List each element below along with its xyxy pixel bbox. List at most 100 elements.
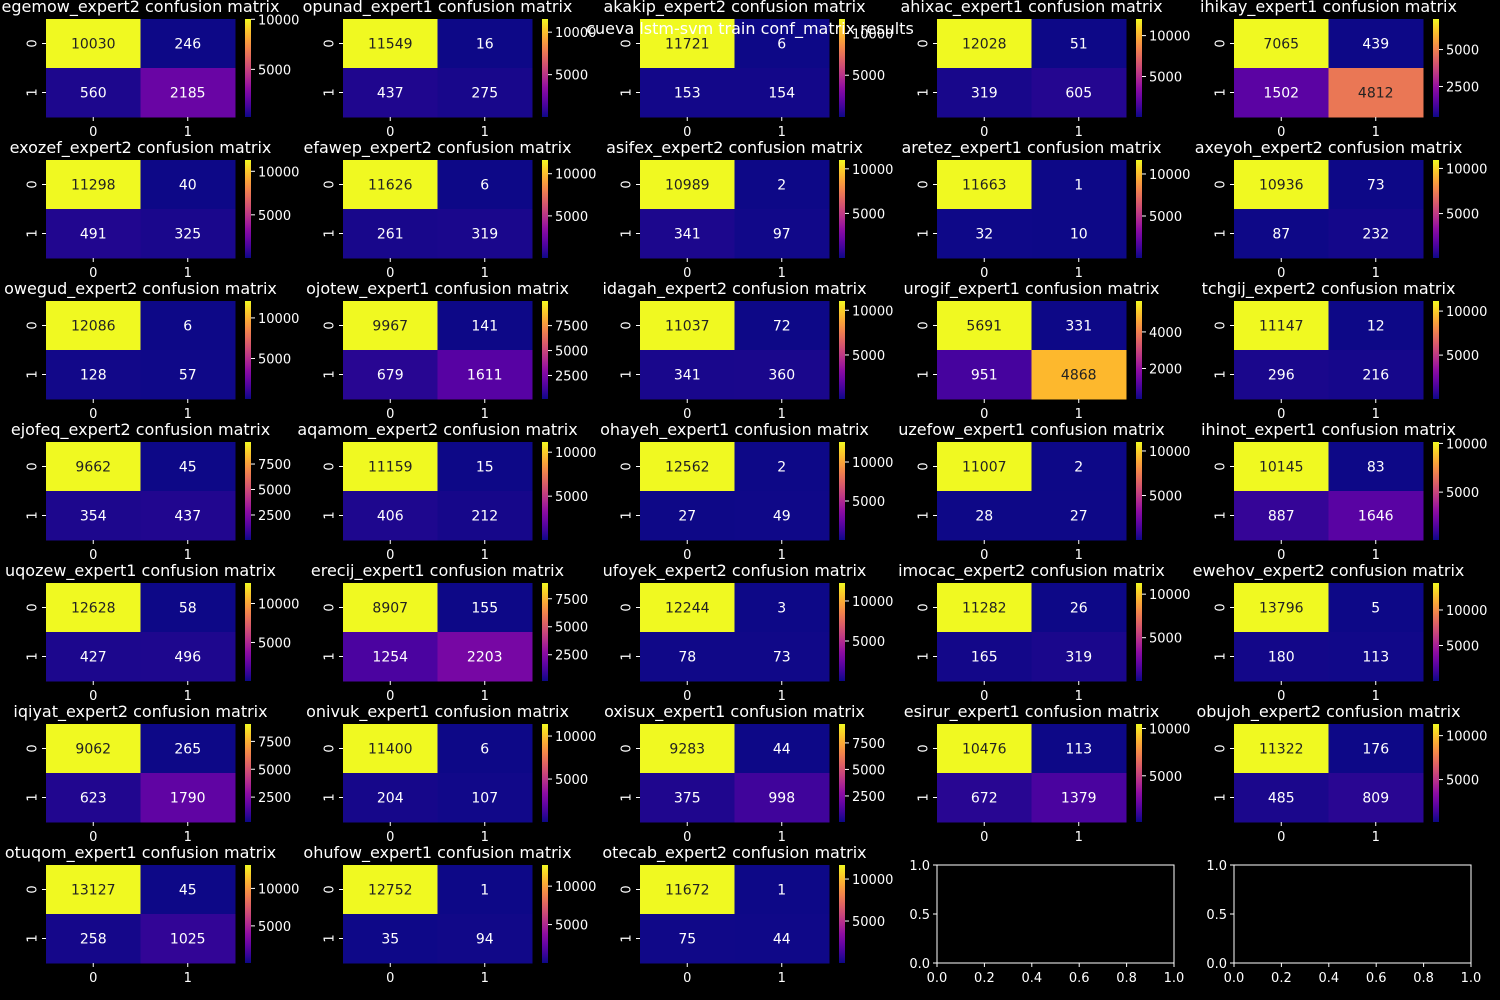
heatmap-cell bbox=[734, 583, 830, 633]
colorbar bbox=[542, 583, 548, 681]
heatmap-cell bbox=[437, 632, 533, 682]
x-tick-label: 1.0 bbox=[1461, 971, 1482, 986]
cell-value: 11037 bbox=[665, 319, 710, 335]
heatmap-cell bbox=[1031, 773, 1127, 823]
empty-axes: 0.0 0.2 0.4 0.6 0.8 1.0 0.0 0.5 1.0 bbox=[1206, 859, 1481, 986]
colorbar-tick-label: 7500 bbox=[852, 737, 885, 752]
heatmap-cell bbox=[1031, 19, 1127, 69]
y-tick-label: 1 bbox=[1214, 652, 1229, 660]
heatmap-cell bbox=[1234, 632, 1329, 682]
cell-value: 296 bbox=[1268, 368, 1295, 384]
y-tick-label: 1 bbox=[323, 934, 338, 942]
colorbar bbox=[245, 583, 251, 681]
x-tick-label: 0 bbox=[683, 689, 691, 704]
x-tick-label: 0 bbox=[89, 548, 97, 563]
heatmap-cell bbox=[1328, 350, 1424, 400]
y-tick-label: 0 bbox=[620, 180, 635, 188]
x-tick-label: 1 bbox=[778, 125, 786, 140]
colorbar-tick-label: 5000 bbox=[852, 915, 885, 930]
colorbar-tick-label: 2000 bbox=[1149, 362, 1182, 377]
cell-value: 216 bbox=[1362, 368, 1389, 384]
heatmap-cell bbox=[1328, 491, 1424, 541]
panel-title: onivuk_expert1 confusion matrix bbox=[306, 702, 569, 722]
cell-value: 1790 bbox=[170, 791, 206, 807]
panel-title: tchgij_expert2 confusion matrix bbox=[1202, 279, 1456, 299]
colorbar bbox=[245, 724, 251, 822]
cell-value: 319 bbox=[971, 86, 998, 102]
x-tick-label: 1 bbox=[184, 266, 192, 281]
colorbar-tick-label: 5000 bbox=[258, 352, 291, 367]
cell-value: 809 bbox=[1362, 791, 1389, 807]
cell-value: 9967 bbox=[372, 319, 408, 335]
y-tick-label: 1 bbox=[620, 511, 635, 519]
x-tick-label: 0.2 bbox=[974, 971, 995, 986]
x-tick-label: 0.2 bbox=[1271, 971, 1292, 986]
panel-title: ohayeh_expert1 confusion matrix bbox=[600, 420, 869, 440]
colorbar-tick-label: 10000 bbox=[258, 165, 299, 180]
x-tick-label: 1 bbox=[1075, 407, 1083, 422]
x-tick-label: 1 bbox=[778, 971, 786, 986]
heatmap-cell bbox=[437, 491, 533, 541]
x-tick-label: 1 bbox=[481, 407, 489, 422]
y-tick-label: 0 bbox=[323, 180, 338, 188]
colorbar bbox=[1136, 19, 1142, 117]
panel-title: akakip_expert2 confusion matrix bbox=[603, 0, 865, 17]
y-tick-label: 0 bbox=[917, 744, 932, 752]
colorbar-tick-label: 5000 bbox=[1149, 489, 1182, 504]
heatmap-panel: oxisux_expert1 confusion matrix 9283 44 375… bbox=[604, 702, 885, 845]
heatmap-cell bbox=[46, 632, 141, 682]
x-tick-label: 1 bbox=[184, 125, 192, 140]
cell-value: 44 bbox=[773, 932, 791, 948]
cell-value: 11322 bbox=[1259, 742, 1304, 758]
heatmap-cell bbox=[640, 209, 735, 259]
x-tick-label: 0 bbox=[386, 548, 394, 563]
colorbar-tick-label: 5000 bbox=[258, 484, 291, 499]
colorbar-tick-label: 5000 bbox=[258, 920, 291, 935]
heatmap-cell bbox=[437, 160, 533, 210]
cell-value: 57 bbox=[179, 368, 197, 384]
cell-value: 113 bbox=[1065, 742, 1092, 758]
panel-title: axeyoh_expert2 confusion matrix bbox=[1195, 138, 1463, 158]
heatmap-cell bbox=[1031, 209, 1127, 259]
colorbar bbox=[245, 442, 251, 540]
heatmap-cell bbox=[437, 301, 533, 351]
cell-value: 1 bbox=[1074, 178, 1083, 194]
heatmap-cell bbox=[734, 773, 830, 823]
heatmap-cell bbox=[140, 209, 236, 259]
colorbar-tick-label: 2500 bbox=[258, 509, 291, 524]
colorbar-tick-label: 2500 bbox=[1446, 81, 1479, 96]
colorbar bbox=[245, 301, 251, 399]
heatmap-cell bbox=[1328, 209, 1424, 259]
y-tick-label: 0 bbox=[26, 885, 41, 893]
y-tick-label: 1 bbox=[917, 88, 932, 96]
cell-value: 12752 bbox=[368, 883, 413, 899]
y-tick-label: 1 bbox=[1214, 793, 1229, 801]
heatmap-cell bbox=[140, 773, 236, 823]
colorbar-tick-label: 5000 bbox=[1149, 71, 1182, 86]
heatmap-cell bbox=[937, 350, 1032, 400]
cell-value: 9062 bbox=[75, 742, 111, 758]
cell-value: 319 bbox=[471, 227, 498, 243]
heatmap-cell bbox=[640, 773, 735, 823]
x-tick-label: 1 bbox=[481, 689, 489, 704]
heatmap-cell bbox=[140, 491, 236, 541]
cell-value: 1611 bbox=[467, 368, 503, 384]
cell-value: 49 bbox=[773, 509, 791, 525]
heatmap-cell bbox=[1234, 209, 1329, 259]
y-tick-label: 1 bbox=[323, 511, 338, 519]
heatmap-panel: ewehov_expert2 confusion matrix 13796 5 180… bbox=[1193, 561, 1488, 704]
heatmap-cell bbox=[437, 350, 533, 400]
heatmap-cell bbox=[140, 914, 236, 964]
heatmap-cell bbox=[640, 68, 735, 118]
colorbar-tick-label: 5000 bbox=[1446, 640, 1479, 655]
cell-value: 11549 bbox=[368, 37, 413, 53]
panel-title: imocac_expert2 confusion matrix bbox=[898, 561, 1165, 581]
heatmap-panel: obujoh_expert2 confusion matrix 11322 176 4… bbox=[1196, 702, 1487, 845]
x-tick-label: 0 bbox=[1277, 266, 1285, 281]
y-tick-label: 0 bbox=[26, 321, 41, 329]
y-tick-label: 0 bbox=[26, 180, 41, 188]
heatmap-cell bbox=[46, 160, 141, 210]
cell-value: 141 bbox=[471, 319, 498, 335]
heatmap-panel: uzefow_expert1 confusion matrix 11007 2 28 2… bbox=[898, 420, 1190, 563]
cell-value: 78 bbox=[678, 650, 696, 666]
